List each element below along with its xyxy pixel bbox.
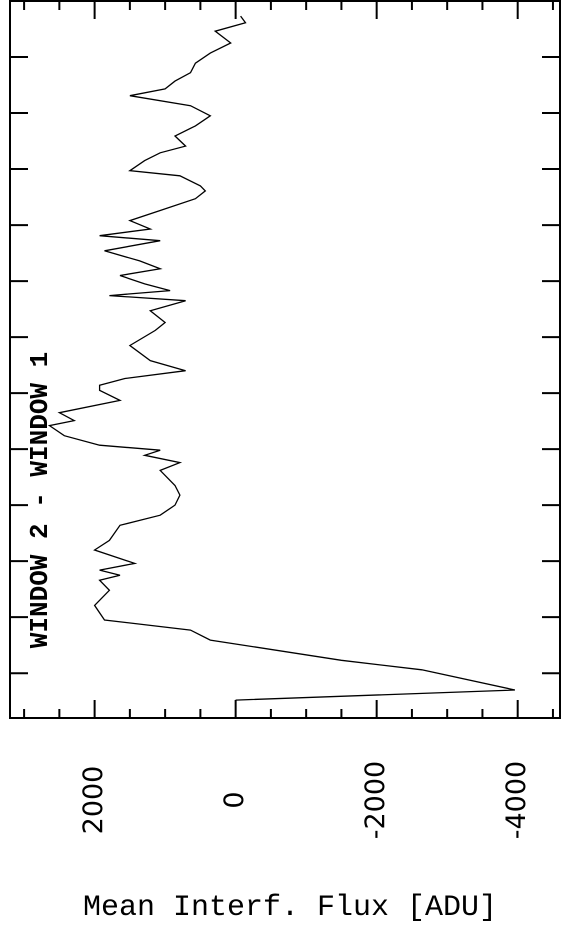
y-tick-label: 2000 <box>78 766 109 835</box>
y-tick-label: -2000 <box>360 761 391 839</box>
annotation: WINDOW 2 - WINDOW 1 <box>25 352 55 648</box>
y-tick-label: -4000 <box>501 761 532 839</box>
data-line <box>47 15 516 701</box>
y-axis-title: Mean Interf. Flux [ADU] <box>83 891 497 925</box>
plot-frame <box>9 0 561 719</box>
y-tick-label: 0 <box>219 791 250 808</box>
